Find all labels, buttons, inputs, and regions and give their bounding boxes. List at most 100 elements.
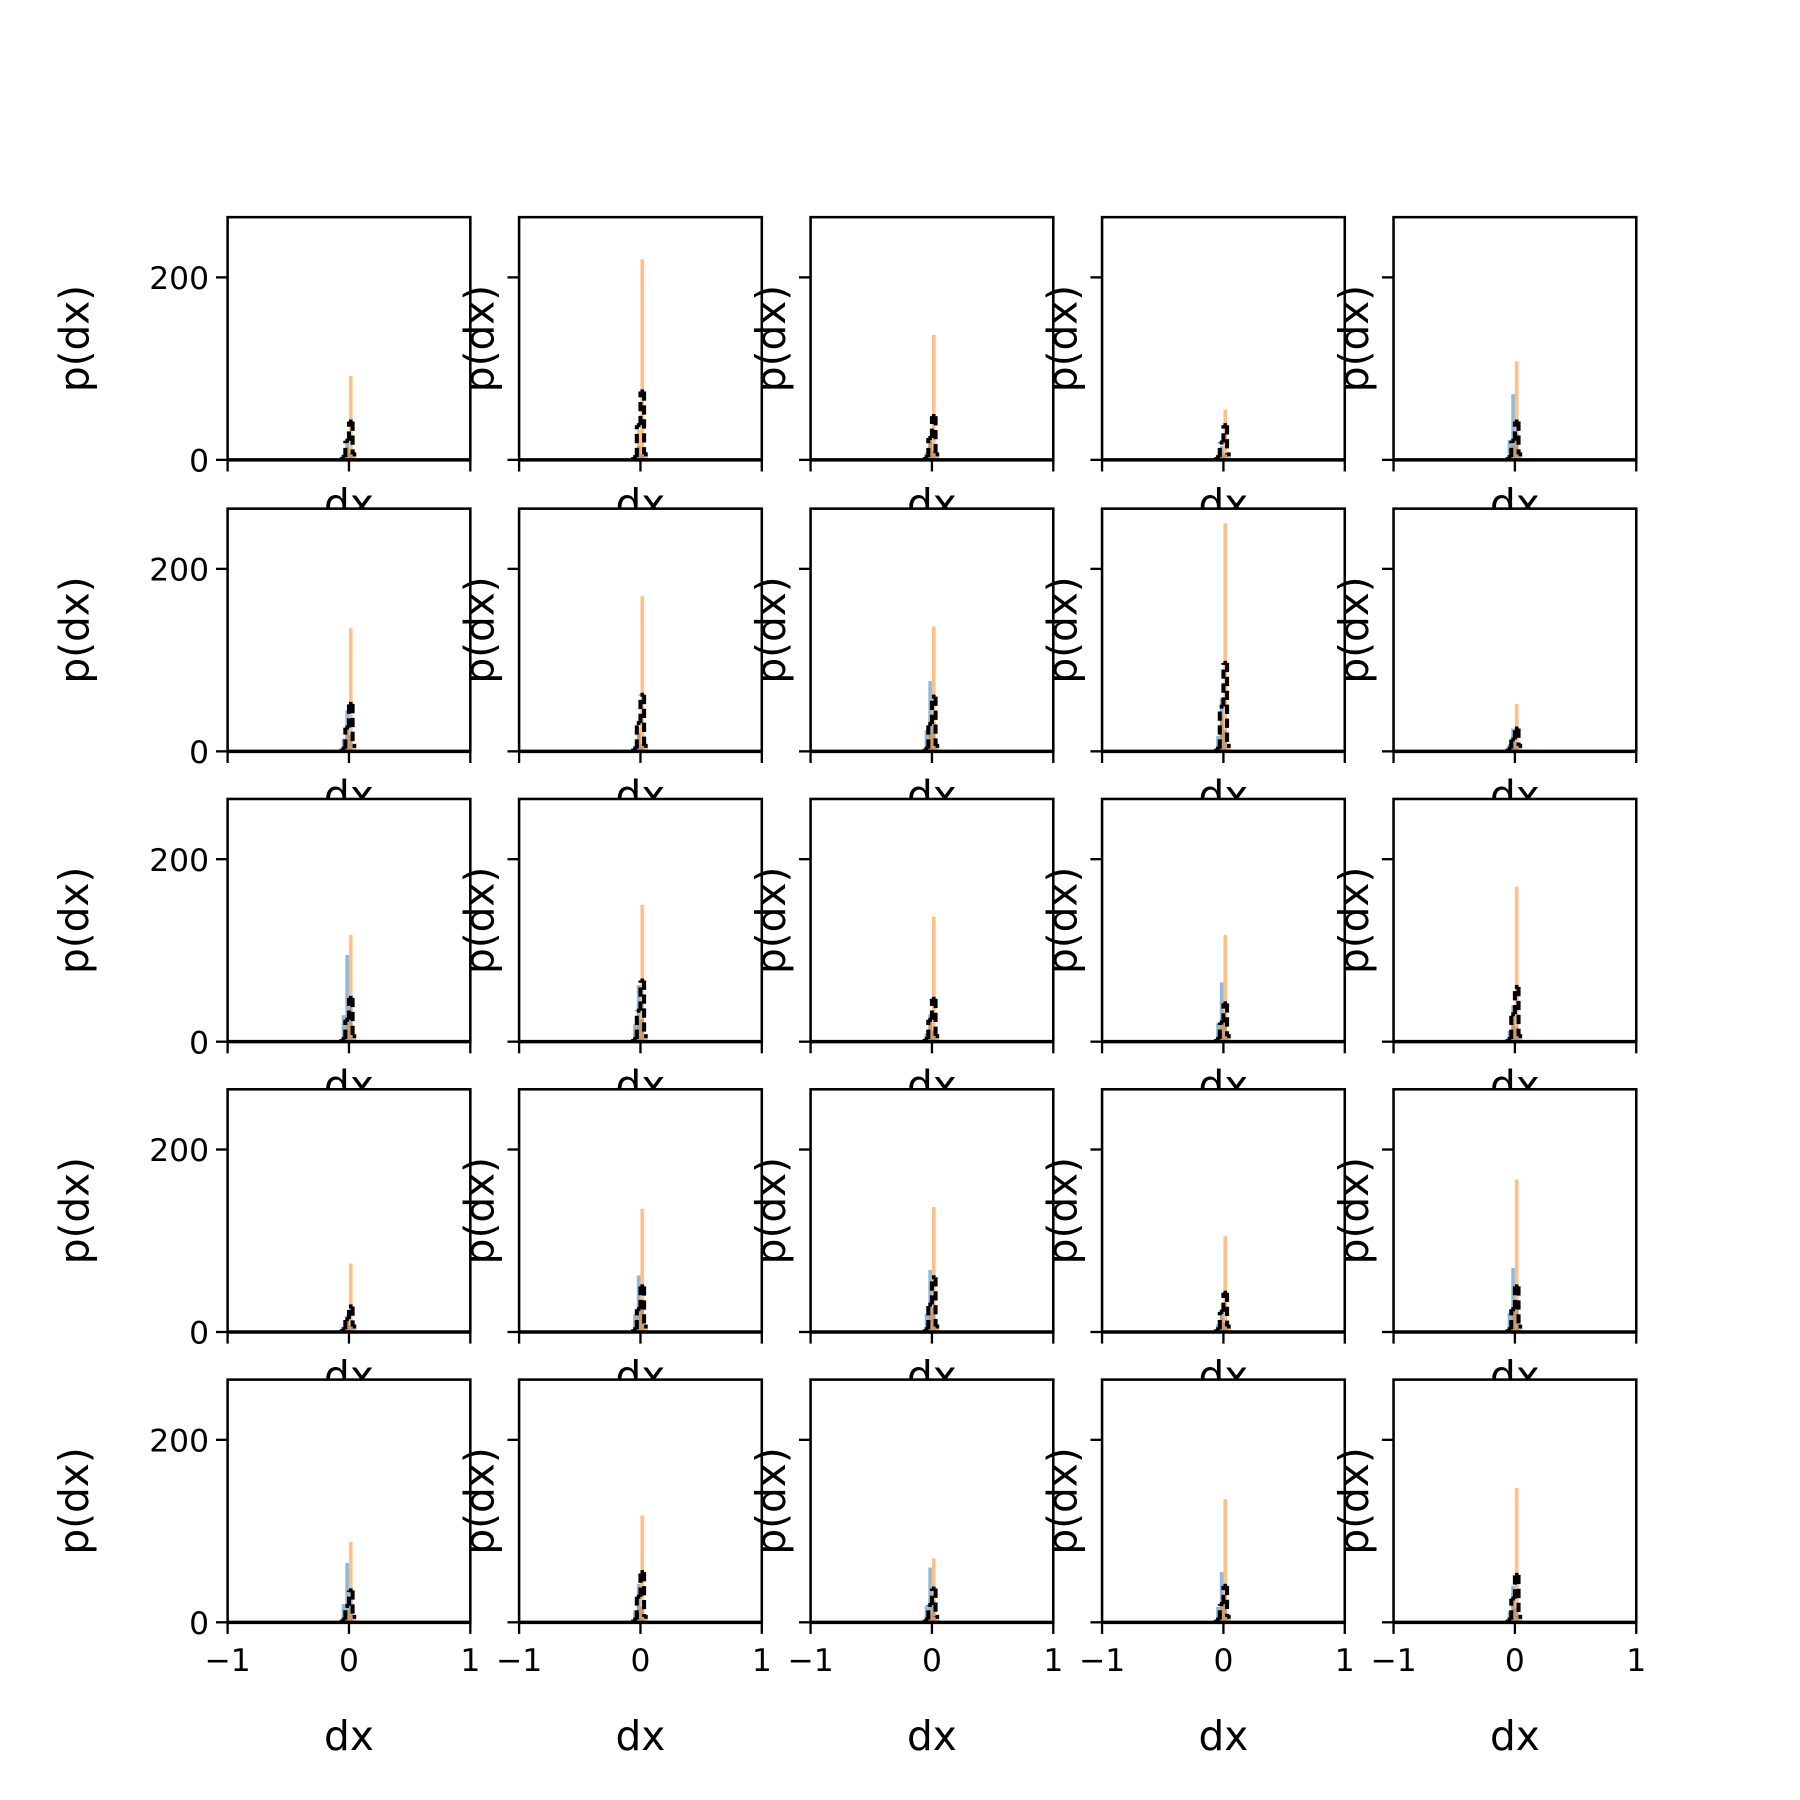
y-tick-label: 200	[149, 1423, 209, 1459]
x-tick-label: 0	[1505, 1643, 1525, 1679]
y-axis-label: p(dx)	[747, 1447, 795, 1554]
hist-bar	[1223, 1499, 1228, 1623]
axes-frame	[517, 797, 764, 1043]
x-tick-label: −1	[205, 1643, 251, 1679]
x-tick-label: 1	[1626, 1643, 1646, 1679]
y-axis-label: p(dx)	[1330, 576, 1378, 683]
hist-bar	[1227, 456, 1231, 460]
x-tick-label: 1	[460, 1643, 480, 1679]
hist-bar	[931, 626, 936, 752]
y-axis-label: p(dx)	[50, 867, 98, 974]
hist-bar	[1518, 747, 1523, 752]
hist-bar	[341, 1015, 346, 1042]
y-axis-label: p(dx)	[747, 867, 795, 974]
x-tick-label: 1	[752, 1643, 772, 1679]
y-tick-label: 0	[189, 735, 209, 771]
hist-bar	[935, 456, 940, 460]
hist-bar	[1227, 747, 1231, 752]
hist-bar	[1223, 1236, 1228, 1332]
hist-bar	[1514, 1179, 1519, 1332]
hist-bar	[1518, 456, 1523, 460]
x-tick-label: 1	[1043, 1643, 1063, 1679]
hist-bar	[1219, 982, 1224, 1042]
y-axis-label: p(dx)	[1039, 867, 1087, 974]
hist-bar	[352, 1618, 357, 1623]
hist-bar	[935, 1038, 940, 1042]
hist-bar	[345, 1563, 349, 1623]
y-axis-label: p(dx)	[50, 576, 98, 683]
hist-bar	[931, 916, 936, 1042]
x-tick-label: −1	[1370, 1643, 1416, 1679]
x-axis-label: dx	[1490, 1712, 1540, 1760]
y-axis-label: p(dx)	[747, 285, 795, 392]
hist-bar	[1518, 1328, 1523, 1332]
hist-bar	[1514, 361, 1519, 460]
x-axis-label: dx	[1198, 1712, 1248, 1760]
hist-bar	[352, 456, 357, 460]
hist-bar	[1223, 523, 1228, 752]
hist-bar	[352, 1328, 357, 1332]
x-tick-label: 0	[630, 1643, 650, 1679]
y-axis-label: p(dx)	[1039, 285, 1087, 392]
x-tick-label: −1	[787, 1643, 833, 1679]
hist-bar	[644, 1328, 648, 1332]
hist-bar	[636, 985, 641, 1042]
hist-bar	[640, 1515, 645, 1623]
hist-bar	[348, 934, 353, 1042]
x-axis-label: dx	[907, 1712, 957, 1760]
y-axis-label: p(dx)	[747, 576, 795, 683]
hist-bar	[931, 1206, 936, 1332]
hist-bar	[640, 259, 645, 460]
hist-bar	[935, 1618, 940, 1623]
hist-bar	[644, 747, 648, 752]
x-tick-label: 0	[1213, 1643, 1233, 1679]
hist-bar	[1223, 934, 1228, 1042]
y-axis-label: p(dx)	[747, 1157, 795, 1264]
y-axis-label: p(dx)	[50, 285, 98, 392]
hist-bar	[640, 1208, 645, 1332]
hist-bar	[1514, 886, 1519, 1042]
hist-bar	[1518, 1618, 1523, 1623]
hist-bar	[352, 1038, 357, 1042]
y-axis-label: p(dx)	[50, 1447, 98, 1554]
x-tick-label: −1	[1079, 1643, 1125, 1679]
axes-frame	[809, 797, 1055, 1043]
y-tick-label: 0	[189, 1025, 209, 1061]
hist-bar	[640, 904, 645, 1042]
axes-frame	[1392, 797, 1638, 1043]
hist-bar	[348, 628, 353, 752]
x-tick-label: 0	[922, 1643, 942, 1679]
hist-bar	[348, 1542, 353, 1623]
y-axis-label: p(dx)	[456, 1447, 504, 1554]
hist-bar	[640, 596, 645, 752]
x-axis-label: dx	[616, 1712, 666, 1760]
hist-bar	[644, 456, 648, 460]
hist-bar	[1227, 1038, 1231, 1042]
y-axis-label: p(dx)	[1330, 285, 1378, 392]
axes-frame	[1100, 797, 1347, 1043]
x-tick-label: −1	[496, 1643, 542, 1679]
y-axis-label: p(dx)	[1039, 1447, 1087, 1554]
hist-bar	[1518, 1038, 1523, 1042]
y-axis-label: p(dx)	[1330, 867, 1378, 974]
y-tick-label: 200	[149, 1133, 209, 1169]
hist-bar	[935, 1328, 940, 1332]
x-tick-label: 1	[1335, 1643, 1355, 1679]
hist-bar	[348, 1263, 353, 1332]
hist-bar	[935, 747, 940, 752]
hist-bar	[1511, 394, 1515, 460]
y-tick-label: 200	[149, 261, 209, 297]
x-tick-label: 0	[339, 1643, 359, 1679]
y-axis-label: p(dx)	[1330, 1157, 1378, 1264]
hist-bar	[644, 1618, 648, 1623]
hist-bar	[644, 1038, 648, 1042]
y-tick-label: 0	[189, 443, 209, 479]
y-tick-label: 200	[149, 552, 209, 588]
y-tick-label: 0	[189, 1316, 209, 1352]
hist-bar	[636, 429, 641, 460]
y-axis-label: p(dx)	[1039, 1157, 1087, 1264]
y-tick-label: 0	[189, 1606, 209, 1642]
axes-frame	[226, 797, 472, 1043]
hist-bar	[931, 334, 936, 460]
